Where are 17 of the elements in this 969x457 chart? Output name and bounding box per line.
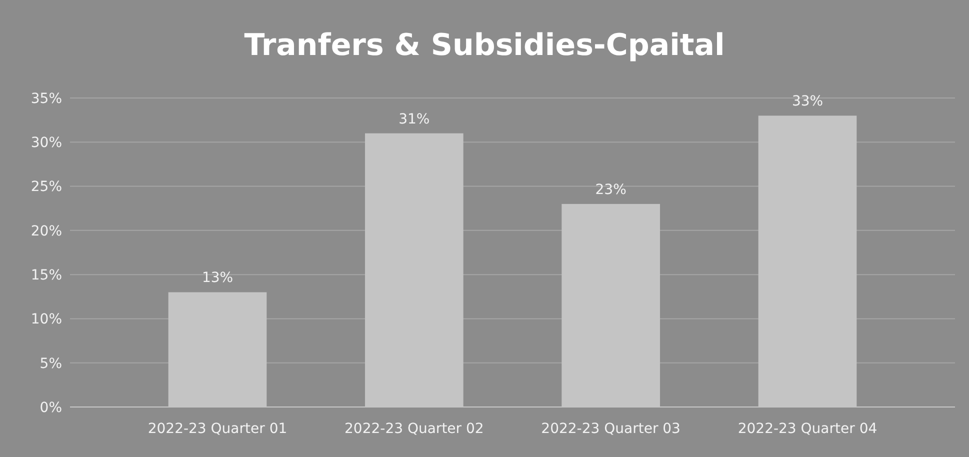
chart-title: Tranfers & Subsidies-Cpaital: [244, 28, 725, 63]
data-label: 23%: [595, 182, 626, 198]
x-tick-label: 2022-23 Quarter 02: [344, 421, 484, 437]
data-label: 31%: [398, 111, 430, 128]
y-tick-label: 10%: [30, 312, 62, 328]
data-label: 13%: [202, 270, 234, 286]
y-tick-label: 35%: [30, 90, 62, 107]
y-tick-label: 0%: [40, 400, 62, 416]
y-tick-label: 15%: [30, 267, 62, 284]
y-tick-label: 30%: [30, 135, 62, 152]
x-tick-label: 2022-23 Quarter 03: [541, 421, 680, 437]
x-tick-label: 2022-23 Quarter 04: [738, 421, 878, 437]
y-tick-label: 5%: [40, 356, 62, 372]
data-label: 33%: [792, 94, 824, 110]
y-tick-label: 25%: [30, 179, 62, 196]
y-tick-label: 20%: [30, 223, 62, 240]
x-tick-label: 2022-23 Quarter 01: [148, 421, 288, 437]
